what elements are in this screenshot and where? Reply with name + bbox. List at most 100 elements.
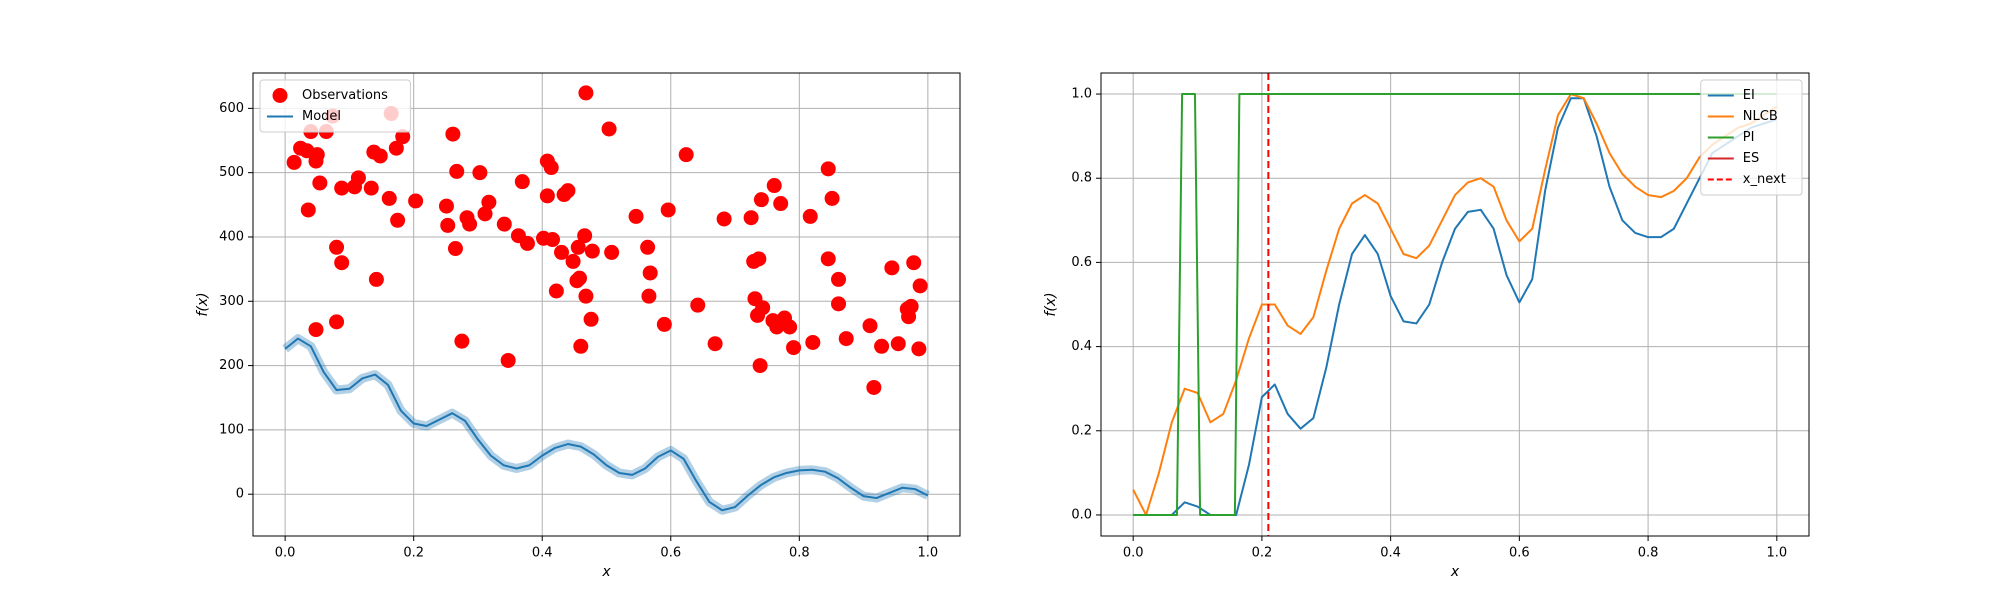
observation-point	[395, 129, 411, 145]
x-tick-label: 0.2	[403, 546, 424, 561]
observation-point	[308, 322, 324, 338]
observation-point	[678, 147, 694, 163]
observation-point	[334, 180, 350, 196]
observation-point	[500, 352, 516, 368]
y-tick-label: 100	[219, 422, 244, 437]
observation-point	[368, 271, 384, 287]
y-tick-label: 1.0	[1071, 87, 1092, 102]
legend-label: PI	[1743, 130, 1755, 145]
observation-point	[286, 154, 302, 170]
observation-point	[573, 338, 589, 354]
observation-point	[440, 217, 456, 233]
observation-point	[388, 140, 404, 156]
observation-point	[838, 331, 854, 347]
observation-point	[570, 239, 586, 255]
observation-point	[751, 251, 767, 267]
observation-point	[454, 333, 470, 349]
observation-point	[447, 241, 463, 257]
legend: EI NLCB PI ES x_next	[1700, 79, 1803, 196]
observation-point	[628, 208, 644, 224]
series-line	[284, 337, 929, 512]
observation-point	[911, 341, 927, 357]
observation-point	[820, 251, 836, 267]
observation-point	[903, 298, 919, 314]
legend-box	[1700, 79, 1803, 196]
x-tick-label: 0.4	[1380, 546, 1401, 561]
observation-point	[438, 198, 454, 214]
observation-point	[743, 210, 759, 226]
observation-point	[866, 379, 882, 395]
y-tick-label: 0.2	[1071, 423, 1092, 438]
legend-label: ES	[1743, 151, 1759, 166]
observation-point	[477, 206, 493, 222]
legend-marker	[272, 88, 288, 103]
observation-point	[716, 211, 732, 227]
x-tick-label: 0.0	[1123, 546, 1144, 561]
observation-point	[820, 161, 836, 177]
y-tick-label: 0.0	[1071, 507, 1092, 522]
observation-point	[640, 239, 656, 255]
observation-point	[766, 178, 782, 194]
legend-label: Model	[302, 109, 341, 124]
observation-point	[539, 188, 555, 204]
series-line	[1132, 93, 1778, 516]
observation-point	[601, 121, 617, 137]
observation-point	[656, 316, 672, 332]
observation-point	[604, 244, 620, 260]
observation-point	[707, 336, 723, 352]
observation-point	[300, 202, 316, 218]
observation-point	[472, 165, 488, 181]
legend-box	[259, 79, 411, 133]
observation-point	[543, 160, 559, 176]
x-tick-label: 1.0	[1766, 546, 1787, 561]
y-tick-label: 300	[219, 294, 244, 309]
observation-point	[752, 358, 768, 374]
observation-point	[519, 235, 535, 251]
observation-point	[462, 216, 478, 232]
observation-point	[445, 126, 461, 142]
y-tick-label: 600	[219, 101, 244, 116]
x-tick-label: 0.4	[532, 546, 553, 561]
observation-point	[560, 183, 576, 199]
observation-point	[329, 239, 345, 255]
observation-point	[334, 255, 350, 271]
observation-point	[660, 202, 676, 218]
observation-point	[831, 271, 847, 287]
y-axis-label: f(x)	[1043, 292, 1059, 316]
panel: 0.0 0.2 0.4 0.6 0.8 1.0 0.0 0.2 0.4 0.6 0.8 1.0 x f(x…	[1043, 72, 1810, 580]
observation-point	[753, 192, 769, 208]
panel: 0.0 0.2 0.4 0.6 0.8 1.0 0 100 200 300 400 500 600 x f(…	[195, 72, 961, 580]
x-tick-label: 0.8	[1638, 546, 1659, 561]
axes-frame	[1100, 72, 1810, 537]
y-tick-label: 500	[219, 165, 244, 180]
observation-point	[329, 314, 345, 330]
observation-point	[912, 278, 928, 294]
observation-point	[514, 174, 530, 190]
observation-point	[874, 338, 890, 354]
observation-point	[565, 253, 581, 269]
y-tick-label: 0.4	[1071, 339, 1092, 354]
observation-point	[572, 270, 588, 286]
observation-point	[890, 336, 906, 352]
observation-point	[802, 208, 818, 224]
x-axis-label: x	[601, 564, 611, 580]
observation-point	[906, 255, 922, 271]
observation-point	[481, 194, 497, 210]
observation-point	[831, 296, 847, 312]
observation-point	[884, 260, 900, 276]
observation-point	[786, 340, 802, 356]
x-tick-label: 0.0	[275, 546, 296, 561]
y-tick-label: 200	[219, 358, 244, 373]
observation-point	[641, 288, 657, 304]
axes-frame	[252, 72, 961, 537]
x-tick-label: 1.0	[918, 546, 939, 561]
observation-point	[363, 180, 379, 196]
observation-point	[755, 300, 771, 316]
legend: Observations Model	[259, 79, 411, 133]
observation-point	[548, 283, 564, 299]
series-line	[1133, 97, 1778, 516]
observation-point	[773, 196, 789, 212]
x-tick-label: 0.6	[660, 546, 681, 561]
